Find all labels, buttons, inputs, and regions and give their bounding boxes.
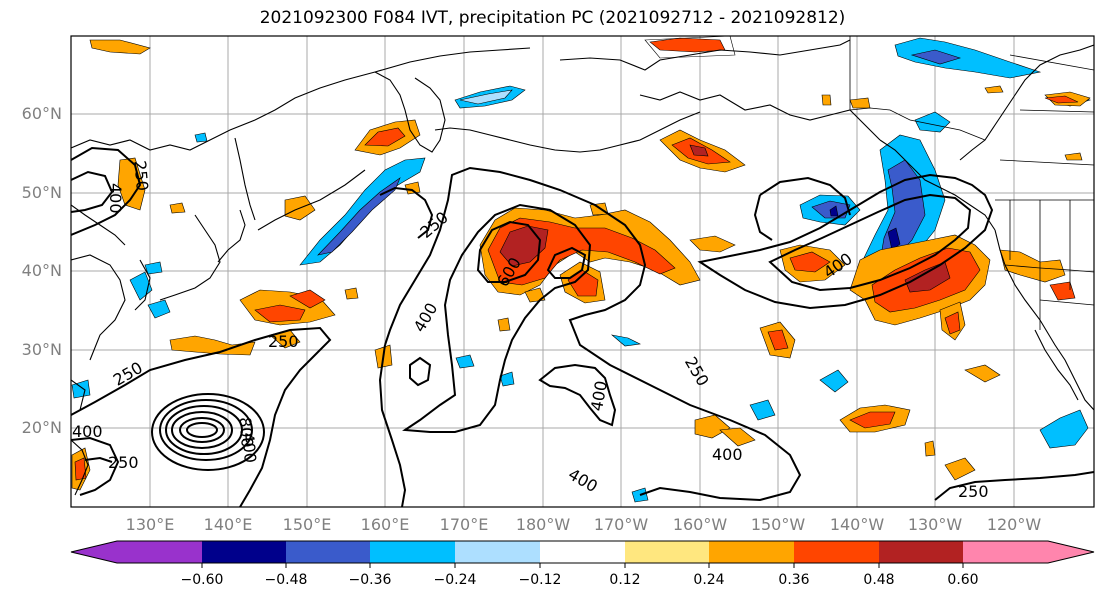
- lon-label: 170°W: [593, 515, 649, 534]
- contour-label: 400: [106, 183, 125, 214]
- lon-label: 150°E: [282, 515, 332, 534]
- lon-label: 140°W: [829, 515, 885, 534]
- colorbar-segment: [370, 541, 456, 563]
- borders: [849, 36, 1094, 330]
- map-title: 2021092300 F084 IVT, precipitation PC (2…: [259, 8, 846, 28]
- lon-label: 160°E: [360, 515, 410, 534]
- lon-label: 130°W: [907, 515, 963, 534]
- contour-label: 400: [72, 422, 103, 441]
- lon-label: 130°E: [125, 515, 175, 534]
- contour-label: 400: [712, 445, 743, 464]
- colorbar-segment: [455, 541, 541, 563]
- coastlines: [71, 39, 1094, 496]
- contour-label: 250: [108, 453, 139, 472]
- lon-label: 170°E: [439, 515, 489, 534]
- colorbar-segment: [540, 541, 626, 563]
- colorbar-segment: [709, 541, 795, 563]
- ivt-contours: [71, 146, 1094, 507]
- colorbar-tick-label: −0.24: [433, 572, 477, 588]
- colorbar-segment: [963, 541, 1048, 563]
- negative-precip-patches: [71, 37, 1092, 503]
- lon-label: 150°W: [750, 515, 806, 534]
- colorbar-segment: [117, 541, 202, 563]
- contour-label: 250: [958, 482, 989, 501]
- colorbar-segment: [625, 541, 710, 563]
- contour-label: 250: [130, 160, 152, 192]
- contour-label: 800: [235, 416, 257, 448]
- lat-label-30n: 30°N: [21, 340, 62, 359]
- colorbar-segment: [202, 541, 287, 563]
- colorbar-tick-label: −0.12: [518, 572, 562, 588]
- lat-label-50n: 50°N: [21, 183, 62, 202]
- colorbar-tick-label: 0.36: [778, 572, 810, 588]
- lon-label: 180°W: [515, 515, 571, 534]
- colorbar-segment: [286, 541, 371, 563]
- colorbar-outline: [70, 540, 1095, 564]
- colorbar-tick-label: −0.48: [264, 572, 308, 588]
- contour-label: 400: [238, 432, 260, 464]
- colorbar-extend-low: [71, 541, 117, 563]
- colorbar-segment: [879, 541, 964, 563]
- lon-label: 140°E: [203, 515, 253, 534]
- colorbar-tick-label: −0.60: [180, 572, 224, 588]
- colorbar-tick-label: 0.60: [947, 572, 979, 588]
- contour-label: 250: [268, 332, 299, 351]
- colorbar: [70, 540, 1095, 568]
- lon-label: 120°W: [986, 515, 1042, 534]
- map-frame: [70, 35, 1095, 508]
- colorbar-tick-label: 0.24: [693, 572, 725, 588]
- colorbar-segment: [794, 541, 880, 563]
- lon-label: 160°W: [672, 515, 728, 534]
- colorbar-tick-label: 0.12: [609, 572, 641, 588]
- colorbar-tick-label: 0.48: [863, 572, 895, 588]
- lat-label-20n: 20°N: [21, 418, 62, 437]
- colorbar-tick-label: −0.36: [348, 572, 392, 588]
- positive-precip-patches: [71, 36, 1091, 491]
- lat-label-40n: 40°N: [21, 261, 62, 280]
- colorbar-extend-high: [1048, 541, 1094, 563]
- lat-label-60n: 60°N: [21, 104, 62, 123]
